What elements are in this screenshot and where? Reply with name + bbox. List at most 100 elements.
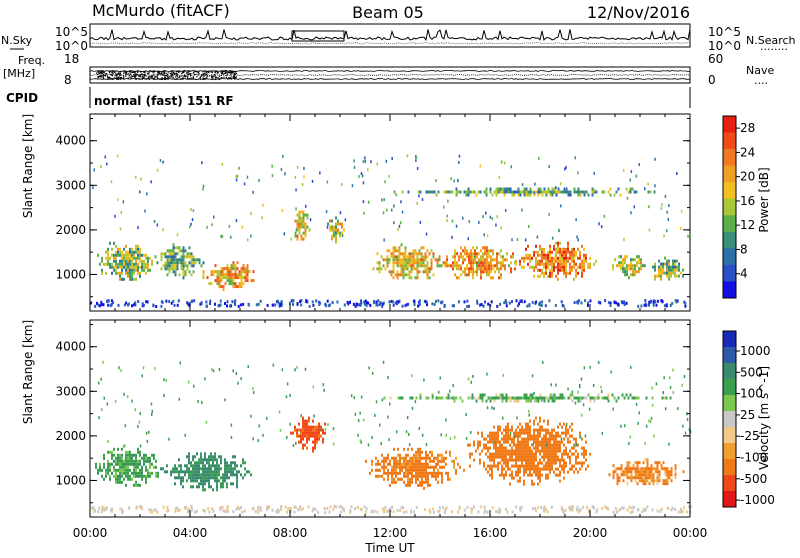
- freq-point: [128, 76, 130, 78]
- vel-echo-pixel: [115, 462, 117, 466]
- vel-echo-pixel: [521, 431, 523, 435]
- power-echo-pixel: [194, 261, 197, 265]
- vel-echo-pixel: [666, 476, 669, 480]
- vel-ground-pixel: [463, 508, 466, 512]
- vel-ground-pixel: [595, 510, 598, 514]
- power-echo-pixel: [414, 258, 417, 262]
- vel-echo-pixel: [417, 483, 419, 487]
- vel-echo-pixel: [627, 396, 630, 400]
- vel-echo-pixel: [479, 396, 482, 400]
- vel-echo-pixel: [445, 462, 447, 466]
- vel-echo-pixel: [407, 471, 409, 475]
- vel-ground-pixel: [542, 508, 545, 512]
- power-echo-pixel: [626, 255, 628, 259]
- vel-echo-pixel: [405, 483, 407, 487]
- power-echo-pixel: [505, 187, 508, 191]
- power-echo-pixel: [654, 277, 656, 281]
- power-echo-pixel: [430, 267, 433, 271]
- freq-point: [200, 75, 202, 77]
- vel-echo-pixel: [509, 473, 511, 477]
- power-echo-pixel: [557, 268, 559, 272]
- power-echo-pixel: [653, 190, 656, 194]
- power-echo-pixel: [444, 261, 446, 265]
- power-echo-pixel: [382, 211, 385, 215]
- power-echo-pixel: [622, 258, 624, 262]
- vel-echo-pixel: [437, 396, 440, 400]
- power-echo-pixel: [182, 258, 185, 262]
- vel-echo-pixel: [529, 470, 531, 474]
- vel-echo-pixel: [419, 393, 422, 397]
- vel-echo-pixel: [242, 461, 244, 465]
- power-echo-pixel: [502, 255, 504, 259]
- vel-echo-pixel: [413, 459, 415, 463]
- vel-echo-pixel: [391, 468, 393, 472]
- power-echo-pixel: [500, 160, 503, 164]
- power-ground-pixel: [419, 299, 421, 303]
- power-echo-pixel: [541, 259, 543, 263]
- power-ground-pixel: [458, 300, 460, 304]
- vel-echo-pixel: [198, 458, 200, 462]
- power-echo-pixel: [557, 265, 559, 269]
- power-echo-pixel: [395, 193, 397, 197]
- vel-echo-pixel: [312, 431, 314, 435]
- power-echo-pixel: [587, 262, 589, 266]
- vel-echo-pixel: [111, 450, 113, 454]
- vel-echo-pixel: [525, 467, 527, 471]
- power-echo-pixel: [634, 258, 636, 262]
- power-echo-pixel: [164, 267, 167, 271]
- vel-echo-pixel: [206, 476, 208, 480]
- vel-echo-pixel: [405, 474, 407, 478]
- vel-echo-pixel: [101, 474, 103, 478]
- freq-point: [116, 77, 118, 79]
- power-echo-pixel: [489, 190, 492, 194]
- power-echo-pixel: [129, 265, 131, 269]
- vel-echo-pixel: [117, 477, 119, 481]
- vel-ground-pixel: [226, 505, 229, 509]
- vel-echo-pixel: [472, 374, 474, 378]
- power-echo-pixel: [339, 231, 341, 235]
- vel-echo-pixel: [584, 434, 587, 438]
- vel-echo-pixel: [501, 437, 503, 441]
- power-echo-pixel: [549, 256, 551, 260]
- power-echo-pixel: [166, 264, 169, 268]
- power-echo-pixel: [202, 276, 205, 280]
- power-ground-pixel: [503, 301, 506, 305]
- velocity-colorbar-tick-label: -500: [740, 472, 767, 486]
- vel-echo-pixel: [547, 455, 549, 459]
- vel-ground-pixel: [585, 505, 588, 509]
- vel-echo-pixel: [539, 396, 542, 400]
- power-echo-pixel: [555, 256, 557, 260]
- vel-echo-pixel: [133, 465, 135, 469]
- power-echo-pixel: [498, 176, 501, 179]
- power-echo-pixel: [190, 252, 193, 256]
- power-echo-pixel: [557, 271, 559, 275]
- power-echo-pixel: [474, 258, 476, 262]
- power-echo-pixel: [476, 270, 478, 274]
- power-echo-pixel: [244, 279, 247, 283]
- vel-echo-pixel: [553, 446, 555, 450]
- vel-echo-pixel: [350, 394, 353, 398]
- vel-echo-pixel: [533, 440, 535, 444]
- power-echo-pixel: [577, 190, 580, 194]
- power-echo-pixel: [422, 270, 425, 274]
- power-ground-pixel: [99, 304, 102, 308]
- power-echo-pixel: [636, 261, 638, 265]
- power-echo-pixel: [569, 253, 571, 257]
- power-echo-pixel: [583, 190, 586, 194]
- vel-ground-pixel: [376, 510, 379, 514]
- power-echo-pixel: [468, 273, 470, 277]
- power-ground-pixel: [398, 299, 401, 303]
- power-echo-pixel: [384, 180, 386, 184]
- power-echo-pixel: [139, 250, 141, 254]
- power-echo-pixel: [575, 268, 577, 272]
- vel-echo-pixel: [298, 428, 300, 432]
- vel-echo-pixel: [421, 465, 423, 469]
- power-echo-pixel: [583, 268, 585, 272]
- vel-echo-pixel: [563, 437, 565, 441]
- power-echo-pixel: [571, 253, 573, 257]
- power-echo-pixel: [507, 190, 510, 194]
- vel-echo-pixel: [469, 443, 471, 447]
- power-echo-pixel: [216, 276, 219, 280]
- vel-echo-pixel: [569, 393, 572, 397]
- vel-echo-pixel: [208, 485, 210, 489]
